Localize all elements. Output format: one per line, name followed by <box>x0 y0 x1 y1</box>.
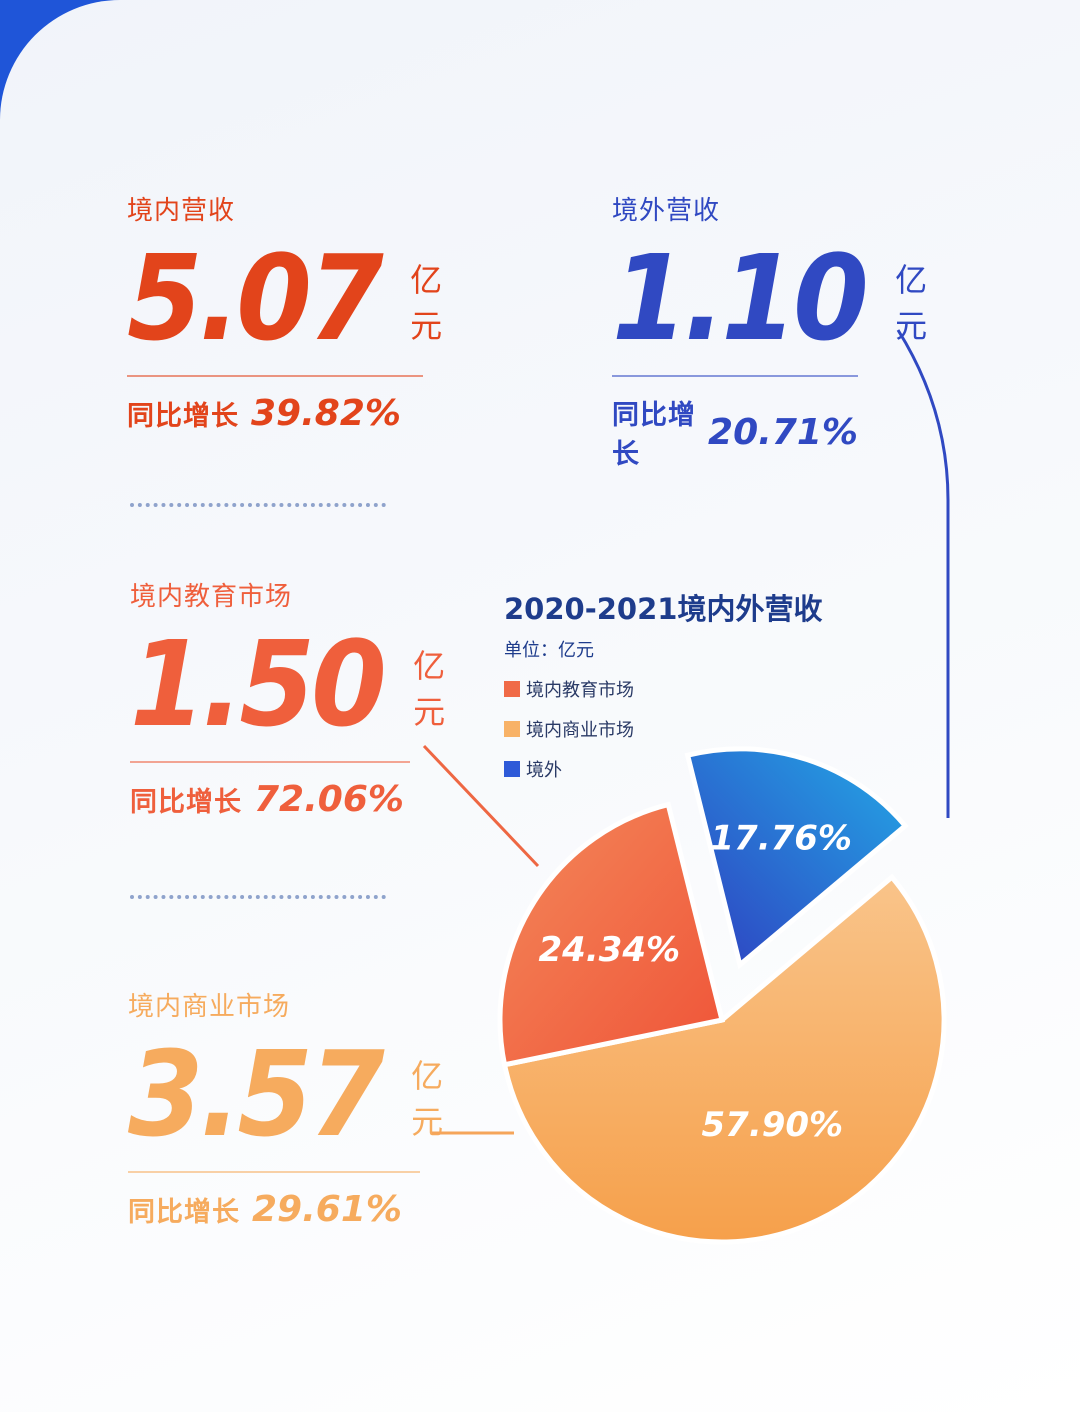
domestic-education-label: 境内教育市场 <box>130 582 293 612</box>
legend-swatch-education <box>504 681 520 697</box>
chart-legend: 2020-2021境内外营收 单位：亿元 境内教育市场 境内商业市场 境外 <box>504 586 822 782</box>
overseas-revenue-growth-value: 20.71% <box>708 411 858 453</box>
domestic-education-growth-label: 同比增长 <box>130 787 242 818</box>
legend-item-education: 境内教育市场 <box>504 676 822 702</box>
domestic-revenue-value: 5.07 <box>127 229 384 367</box>
domestic-commercial-divider <box>128 1171 420 1173</box>
domestic-revenue-growth-label: 同比增长 <box>127 401 239 432</box>
domestic-education-block: 境内教育市场 1.50 亿元 同比增长 72.06% <box>130 576 445 820</box>
legend-swatch-overseas <box>504 761 520 777</box>
overseas-revenue-unit: 亿元 <box>895 261 928 345</box>
domestic-revenue-growth-value: 39.82% <box>251 393 401 434</box>
legend-label-commercial: 境内商业市场 <box>526 720 634 741</box>
connector-lines <box>422 329 950 1135</box>
chart-title: 2020-2021境内外营收 <box>504 592 823 626</box>
domestic-education-unit: 亿元 <box>413 647 446 731</box>
overseas-revenue-divider <box>612 375 858 377</box>
domestic-commercial-value: 3.57 <box>128 1025 385 1163</box>
dotted-divider <box>130 503 386 507</box>
overseas-revenue-value: 1.10 <box>612 229 869 367</box>
domestic-commercial-growth-label: 同比增长 <box>128 1197 240 1228</box>
pie-slice-overseas <box>684 746 909 970</box>
legend-label-education: 境内教育市场 <box>526 680 634 701</box>
legend-item-overseas: 境外 <box>504 756 822 782</box>
legend-swatch-commercial <box>504 721 520 737</box>
domestic-commercial-block: 境内商业市场 3.57 亿元 同比增长 29.61% <box>128 986 443 1230</box>
domestic-revenue-unit: 亿元 <box>410 261 443 345</box>
connector-education <box>422 744 540 868</box>
chart-unit-label: 单位：亿元 <box>504 640 594 661</box>
domestic-revenue-label: 境内营收 <box>127 196 236 226</box>
connector-overseas <box>896 329 950 818</box>
domestic-revenue-block: 境内营收 5.07 亿元 同比增长 39.82% <box>127 190 442 434</box>
pie-label-commercial: 57.90% <box>702 1105 844 1145</box>
domestic-education-growth-value: 72.06% <box>254 779 404 820</box>
dotted-divider <box>130 895 386 899</box>
domestic-education-value: 1.50 <box>130 615 387 753</box>
overseas-revenue-label: 境外营收 <box>612 196 721 226</box>
pie-label-education: 24.34% <box>538 930 680 970</box>
domestic-commercial-growth-value: 29.61% <box>252 1189 402 1230</box>
pie-label-overseas: 17.76% <box>710 818 852 858</box>
pie-slice-education <box>497 801 726 1068</box>
domestic-revenue-divider <box>127 375 423 377</box>
domestic-commercial-unit: 亿元 <box>411 1057 444 1141</box>
domestic-education-divider <box>130 761 410 763</box>
legend-item-commercial: 境内商业市场 <box>504 716 822 742</box>
overseas-revenue-block: 境外营收 1.10 亿元 同比增长 20.71% <box>612 190 927 471</box>
overseas-revenue-growth-label: 同比增长 <box>612 400 696 470</box>
pie-slice-commercial <box>501 873 947 1245</box>
domestic-commercial-label: 境内商业市场 <box>128 992 291 1022</box>
legend-label-overseas: 境外 <box>526 760 562 781</box>
